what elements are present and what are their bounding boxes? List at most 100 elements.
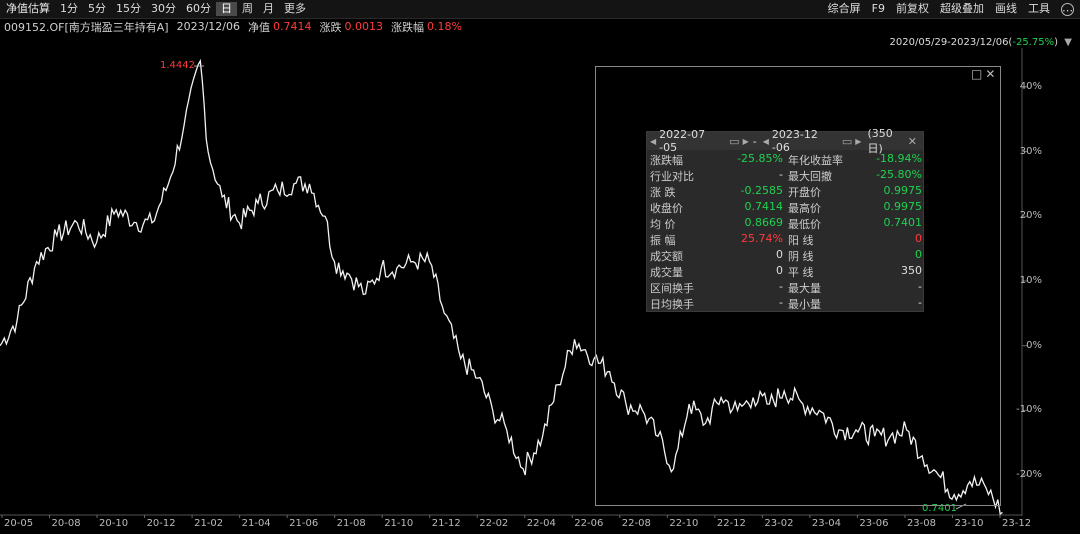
stats-row: 收盘价 0.7414 最高价 0.9975 — [647, 200, 923, 217]
pct-value: 0.18% — [427, 20, 462, 33]
stat-label: 行业对比 — [650, 170, 694, 183]
end-date[interactable]: 2023-12 -06 — [771, 128, 818, 154]
panel-header: ◀ 2022-07 -05 ▭ ▶ - ◀ 2023-12 -06 ▭ ▶ (3… — [647, 127, 923, 155]
toolbar-action-5[interactable]: 工具 — [1028, 2, 1050, 15]
change-label: 涨跌 — [319, 20, 342, 34]
prev-start-icon[interactable]: ◀ — [650, 136, 657, 146]
stat-value: -0.2585 — [740, 184, 783, 197]
xtick-label: 21-08 — [336, 518, 366, 529]
toolbar-actions: 综合屏 F9 前复权 超级叠加 画线 工具 ⋯ — [827, 2, 1074, 17]
selection-box[interactable] — [595, 66, 1001, 506]
stat-label: 最低价 — [788, 218, 821, 231]
price-chart[interactable] — [0, 48, 1080, 518]
period-tab-9[interactable]: 更多 — [284, 2, 306, 15]
max-label: 1.4442 — [160, 60, 195, 71]
selection-icons: □ ✕ — [971, 68, 995, 80]
toolbar-action-2[interactable]: 前复权 — [896, 2, 929, 15]
date-range-text: 2020/05/29-2023/12/06( — [889, 37, 1013, 48]
stat-label: 年化收益率 — [788, 154, 843, 167]
stat-value: 0 — [776, 264, 783, 277]
stat-value: 350 — [901, 264, 922, 277]
toolbar-action-3[interactable]: 超级叠加 — [940, 2, 984, 15]
start-date[interactable]: 2022-07 -05 — [659, 128, 706, 154]
stat-value: -18.94% — [876, 152, 922, 165]
stats-row: 成交量 0 平 线 350 — [647, 264, 923, 281]
date-range-close: ) — [1054, 37, 1058, 48]
stat-label: 最小量 — [788, 298, 821, 311]
stats-row: 涨跌幅 -25.85% 年化收益率 -18.94% — [647, 152, 923, 169]
xtick-label: 20-12 — [146, 518, 176, 529]
stat-label: 成交量 — [650, 266, 683, 279]
period-tab-0[interactable]: 净值估算 — [6, 2, 50, 15]
calendar-icon[interactable]: ▭ — [729, 134, 740, 148]
stat-value: - — [779, 296, 783, 309]
xtick-label: 22-06 — [574, 518, 604, 529]
period-tab-1[interactable]: 1分 — [60, 2, 78, 15]
toolbar-action-4[interactable]: 画线 — [995, 2, 1017, 15]
xtick-label: 23-04 — [811, 518, 841, 529]
next-end-icon[interactable]: ▶ — [855, 136, 862, 146]
xtick-label: 22-10 — [669, 518, 699, 529]
pct-label: 涨跌幅 — [391, 20, 424, 34]
stat-value: - — [918, 296, 922, 309]
close-icon[interactable]: ✕ — [985, 67, 996, 81]
xtick-label: 22-02 — [479, 518, 509, 529]
period-tab-6[interactable]: 日 — [216, 2, 237, 16]
change-value: 0.0013 — [344, 20, 384, 33]
xtick-label: 23-08 — [906, 518, 936, 529]
stat-label: 最高价 — [788, 202, 821, 215]
period-tabs: 净值估算 1分 5分 15分 30分 60分日周月更多 — [6, 2, 311, 16]
xtick-label: 22-08 — [621, 518, 651, 529]
stat-value: 0 — [915, 232, 922, 245]
stat-value: 0.7401 — [883, 216, 923, 229]
stat-value: - — [779, 280, 783, 293]
xtick-label: 20-05 — [4, 518, 34, 529]
toolbar-action-1[interactable]: F9 — [871, 2, 885, 15]
stat-value: 0.8669 — [744, 216, 784, 229]
min-label: 0.7401 — [922, 503, 957, 514]
range-dropdown-icon[interactable]: ▼ — [1064, 37, 1072, 48]
nav-line — [0, 58, 1003, 516]
stat-label: 开盘价 — [788, 186, 821, 199]
stat-value: 0.9975 — [883, 200, 923, 213]
stat-label: 均 价 — [650, 218, 676, 231]
ytick-label: 20% — [1019, 210, 1042, 222]
ytick-label: 0% — [1026, 339, 1042, 351]
min-pointer-line — [955, 503, 967, 510]
days-count: (350日) — [867, 126, 893, 155]
calendar-icon[interactable]: ▭ — [841, 134, 853, 148]
stat-value: -25.85% — [737, 152, 783, 165]
stat-label: 最大量 — [788, 282, 821, 295]
stat-label: 阴 线 — [788, 250, 814, 263]
xtick-label: 22-04 — [526, 518, 556, 529]
stat-label: 收盘价 — [650, 202, 683, 215]
stat-label: 涨 跌 — [650, 186, 676, 199]
period-tab-3[interactable]: 15分 — [116, 2, 141, 15]
interval-stats-panel: ◀ 2022-07 -05 ▭ ▶ - ◀ 2023-12 -06 ▭ ▶ (3… — [646, 127, 924, 313]
period-tab-8[interactable]: 月 — [263, 2, 274, 15]
maximize-icon[interactable]: □ — [971, 67, 983, 81]
panel-close-icon[interactable]: ✕ — [907, 134, 918, 148]
stat-label: 涨跌幅 — [650, 154, 683, 167]
stat-label: 区间换手 — [650, 282, 694, 295]
period-tab-2[interactable]: 5分 — [88, 2, 106, 15]
next-start-icon[interactable]: ▶ — [742, 136, 749, 146]
period-tab-7[interactable]: 周 — [242, 2, 253, 15]
more-icon[interactable]: ⋯ — [1061, 2, 1074, 17]
date-range-label[interactable]: 2020/05/29-2023/12/06(-25.75%) — [890, 37, 1058, 48]
period-tab-4[interactable]: 30分 — [151, 2, 176, 15]
stat-value: 0.7414 — [744, 200, 784, 213]
stats-row: 日均换手 - 最小量 - — [647, 296, 923, 313]
stats-row: 行业对比 - 最大回撤 -25.80% — [647, 168, 923, 185]
period-tab-5[interactable]: 60分 — [186, 2, 211, 15]
prev-end-icon[interactable]: ◀ — [762, 136, 769, 146]
xtick-label: 20-08 — [51, 518, 81, 529]
xtick-label: 23-12 — [1002, 518, 1032, 529]
toolbar-action-0[interactable]: 综合屏 — [827, 2, 861, 15]
ytick-label: 10% — [1019, 275, 1042, 286]
date-range-pct: -25.75% — [1012, 37, 1055, 48]
nav-label: 净值 — [248, 20, 270, 34]
stats-row: 均 价 0.8669 最低价 0.7401 — [647, 216, 923, 233]
ytick-label: 30% — [1019, 145, 1042, 157]
stat-label: 日均换手 — [650, 298, 694, 311]
